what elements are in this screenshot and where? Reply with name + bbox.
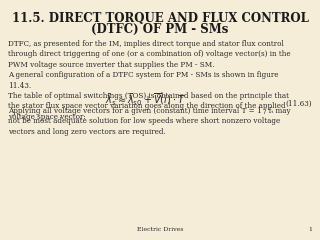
Text: Applying all voltage vectors for a given (constant) time interval T = 1 / fₜ may: Applying all voltage vectors for a given… xyxy=(8,107,291,136)
Text: Electric Drives: Electric Drives xyxy=(137,227,183,232)
Text: $\bar{\lambda}_s \approx \bar{\lambda}_{s0} + \overline{V}(i)\cdot T$: $\bar{\lambda}_s \approx \bar{\lambda}_{… xyxy=(105,92,185,108)
Text: DTFC, as presented for the IM, implies direct torque and stator flux control
thr: DTFC, as presented for the IM, implies d… xyxy=(8,40,291,121)
Text: (11.63): (11.63) xyxy=(285,100,312,108)
Text: (DTFC) OF PM - SMs: (DTFC) OF PM - SMs xyxy=(91,23,229,36)
Text: 1: 1 xyxy=(308,227,312,232)
Text: 11.5. DIRECT TORQUE AND FLUX CONTROL: 11.5. DIRECT TORQUE AND FLUX CONTROL xyxy=(12,12,308,25)
